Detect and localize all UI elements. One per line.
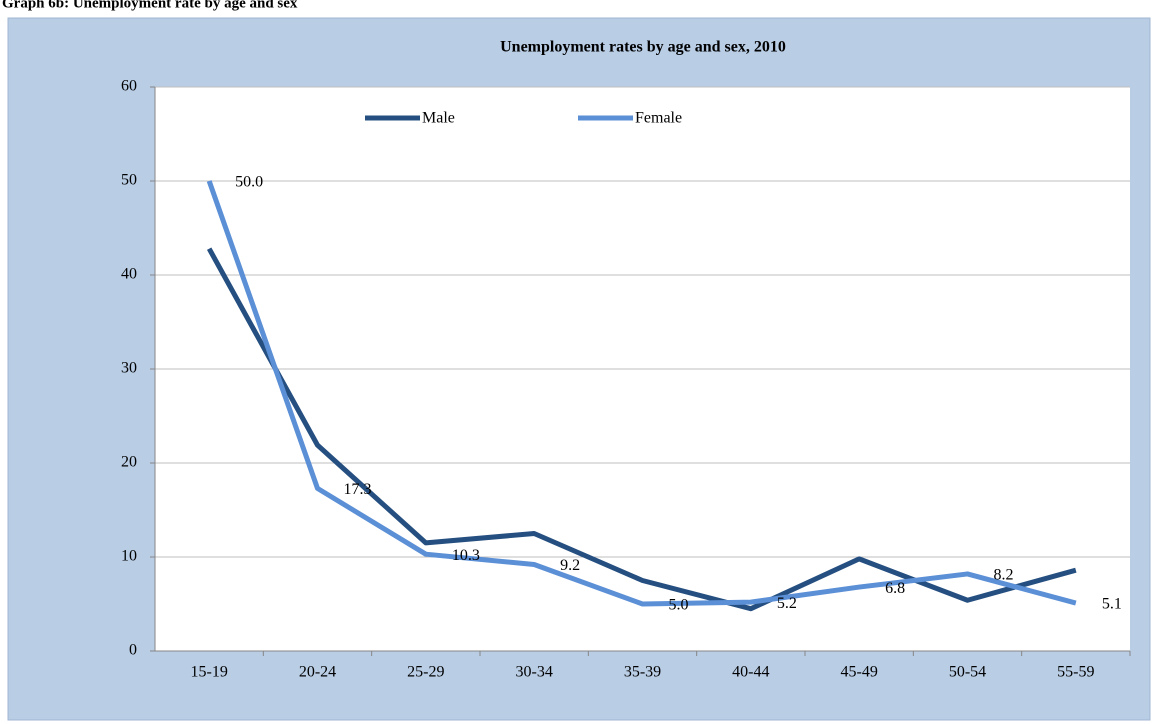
- data-label: 8.2: [994, 567, 1014, 584]
- x-tick-label: 25-29: [407, 664, 444, 681]
- data-label: 5.1: [1102, 596, 1122, 613]
- data-label: 10.3: [452, 547, 480, 564]
- x-tick-label: 20-24: [299, 664, 336, 681]
- x-tick-label: 15-19: [191, 664, 228, 681]
- data-label: 5.0: [669, 597, 689, 614]
- y-tick-label: 10: [121, 548, 137, 565]
- x-tick-label: 40-44: [732, 664, 769, 681]
- series-line: [206, 247, 1077, 612]
- data-label: 9.2: [560, 557, 580, 574]
- data-label: 50.0: [235, 174, 263, 191]
- y-tick-label: 20: [121, 454, 137, 471]
- chart-title: Unemployment rates by age and sex, 2010: [500, 39, 786, 56]
- x-tick-label: 35-39: [624, 664, 661, 681]
- y-tick-label: 0: [129, 642, 137, 659]
- x-tick-label: 55-59: [1057, 664, 1094, 681]
- series-line: [206, 180, 1077, 607]
- data-label: 6.8: [885, 580, 905, 597]
- x-tick-label: 45-49: [841, 664, 878, 681]
- data-label: 17.3: [344, 481, 372, 498]
- page-header: Graph 6b: Unemployment rate by age and s…: [2, 0, 298, 11]
- data-label: 5.2: [777, 595, 797, 612]
- x-tick-label: 30-34: [516, 664, 553, 681]
- y-tick-label: 40: [121, 266, 137, 283]
- y-tick-label: 60: [121, 78, 137, 95]
- y-tick-label: 50: [121, 172, 137, 189]
- legend-label: Male: [422, 110, 455, 127]
- legend-label: Female: [635, 110, 682, 127]
- y-tick-label: 30: [121, 360, 137, 377]
- x-tick-label: 50-54: [949, 664, 986, 681]
